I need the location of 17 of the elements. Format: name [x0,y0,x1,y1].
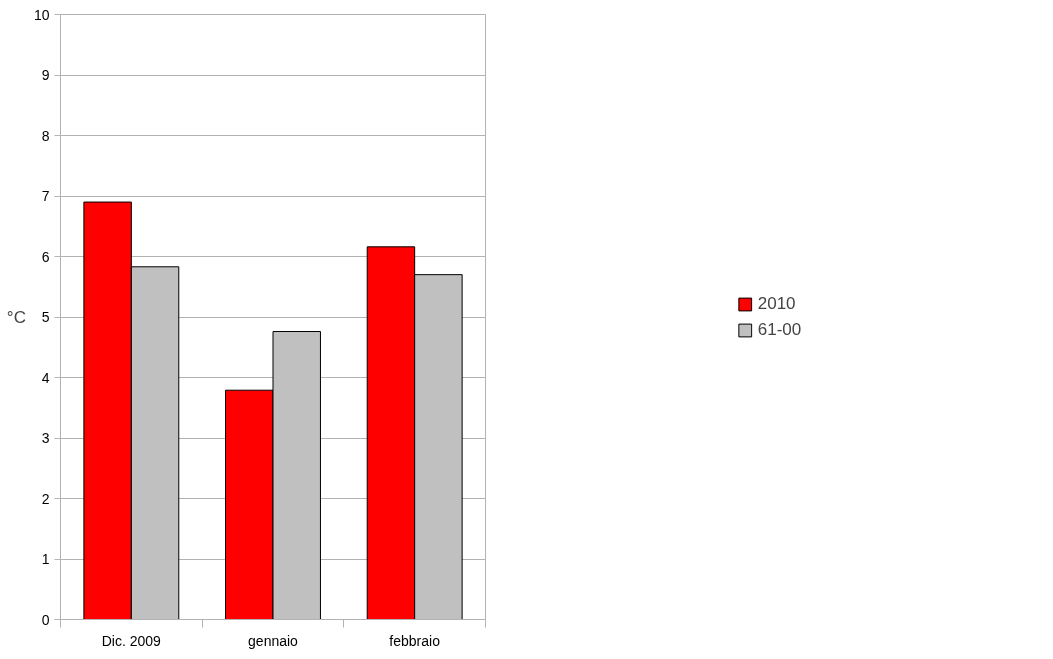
y-tick-label: 0 [41,611,50,628]
y-tick-label: 10 [33,6,50,23]
x-tick-label: Dic. 2009 [101,632,162,649]
y-tick-label: 9 [41,67,50,83]
y-tick-label: 4 [41,369,50,386]
legend-label: 2010 [757,293,796,314]
y-tick-label: 5 [41,309,50,325]
y-tick-label: 7 [41,188,50,204]
legend-label: 61-00 [757,319,802,340]
y-tick-label: 1 [41,551,50,567]
y-axis-title: °C [6,307,26,327]
y-tick-label: 6 [41,248,50,265]
y-tick-label: 8 [41,127,50,144]
x-tick-label: febbraio [389,632,441,649]
x-tick-label: gennaio [248,632,299,649]
y-tick-label: 2 [41,490,50,507]
y-tick-label: 3 [41,430,50,446]
